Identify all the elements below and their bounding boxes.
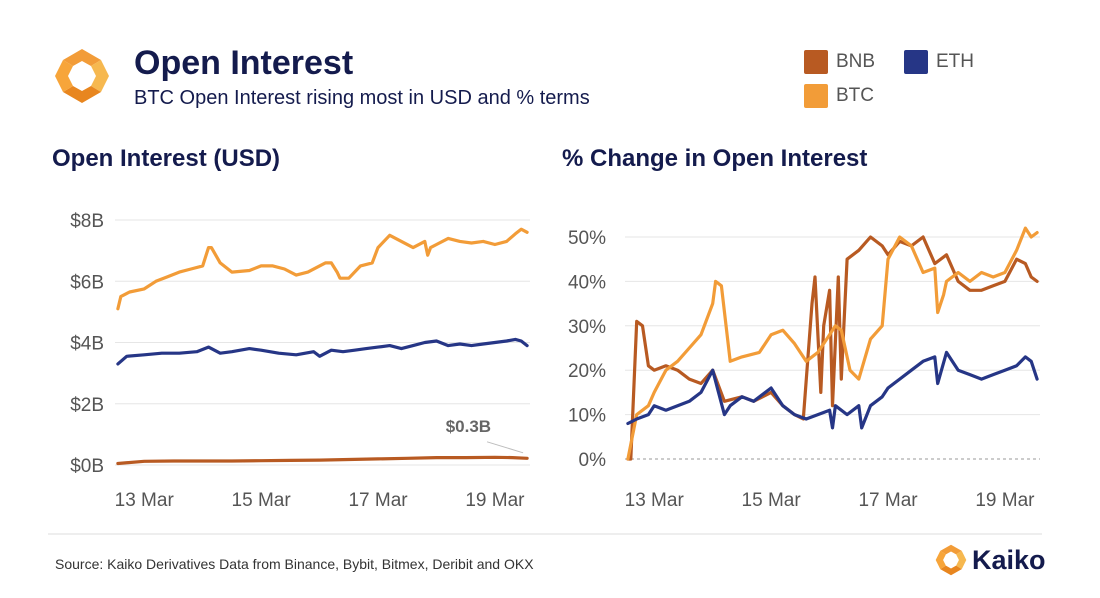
legend-item-bnb: BNB xyxy=(804,50,875,74)
pct-y-tick-label: 50% xyxy=(568,228,606,249)
pct-series-btc-line xyxy=(626,226,1039,461)
page-title: Open Interest xyxy=(134,44,354,82)
legend-item-eth: ETH xyxy=(904,50,974,74)
source-note: Source: Kaiko Derivatives Data from Bina… xyxy=(55,556,534,572)
pct-y-tick-label: 20% xyxy=(568,361,606,382)
kaiko-logo-icon xyxy=(55,49,109,103)
pct-y-tick-label: 40% xyxy=(568,272,606,293)
pct-y-tick-label: 0% xyxy=(579,450,607,471)
usd-y-tick-label: $0B xyxy=(70,456,104,477)
page-subtitle: BTC Open Interest rising most in USD and… xyxy=(134,87,590,109)
chart-title-pct-change: % Change in Open Interest xyxy=(562,145,868,172)
usd-annotation-label: $0.3B xyxy=(446,417,491,436)
pct-series-eth-line xyxy=(626,350,1039,430)
usd-x-tick-label: 19 Mar xyxy=(465,490,525,511)
usd-y-tick-label: $2B xyxy=(70,395,104,416)
legend: BNB ETH BTC xyxy=(804,50,1004,114)
usd-x-tick-label: 13 Mar xyxy=(115,490,175,511)
legend-label-btc: BTC xyxy=(836,85,874,106)
pct-y-tick-label: 10% xyxy=(568,406,606,427)
usd-x-tick-label: 15 Mar xyxy=(232,490,292,511)
pct-x-tick-label: 15 Mar xyxy=(742,490,802,511)
usd-annotation-leader xyxy=(486,441,524,454)
chart-title-open-interest-usd: Open Interest (USD) xyxy=(52,145,281,172)
pct-y-tick-label: 30% xyxy=(568,317,606,338)
pct-x-tick-label: 17 Mar xyxy=(858,490,918,511)
usd-series-eth-line xyxy=(116,337,529,366)
usd-y-tick-label: $6B xyxy=(70,272,104,293)
usd-series-bnb-line xyxy=(116,455,529,466)
pct-x-tick-label: 13 Mar xyxy=(625,490,685,511)
brand-mark: Kaiko xyxy=(934,543,1046,577)
legend-label-eth: ETH xyxy=(936,51,974,72)
pct-series-bnb-line xyxy=(626,235,1039,461)
usd-x-tick-label: 17 Mar xyxy=(348,490,408,511)
legend-swatch-bnb xyxy=(804,50,828,74)
usd-y-tick-label: $8B xyxy=(70,211,104,232)
legend-swatch-eth xyxy=(904,50,928,74)
legend-label-bnb: BNB xyxy=(836,51,876,72)
usd-y-tick-label: $4B xyxy=(70,334,104,355)
kaiko-brand-icon xyxy=(935,544,967,576)
usd-series-btc-line xyxy=(116,227,529,311)
legend-item-btc: BTC xyxy=(804,84,874,108)
brand-name: Kaiko xyxy=(972,544,1046,575)
legend-swatch-btc xyxy=(804,84,828,108)
pct-x-tick-label: 19 Mar xyxy=(975,490,1035,511)
